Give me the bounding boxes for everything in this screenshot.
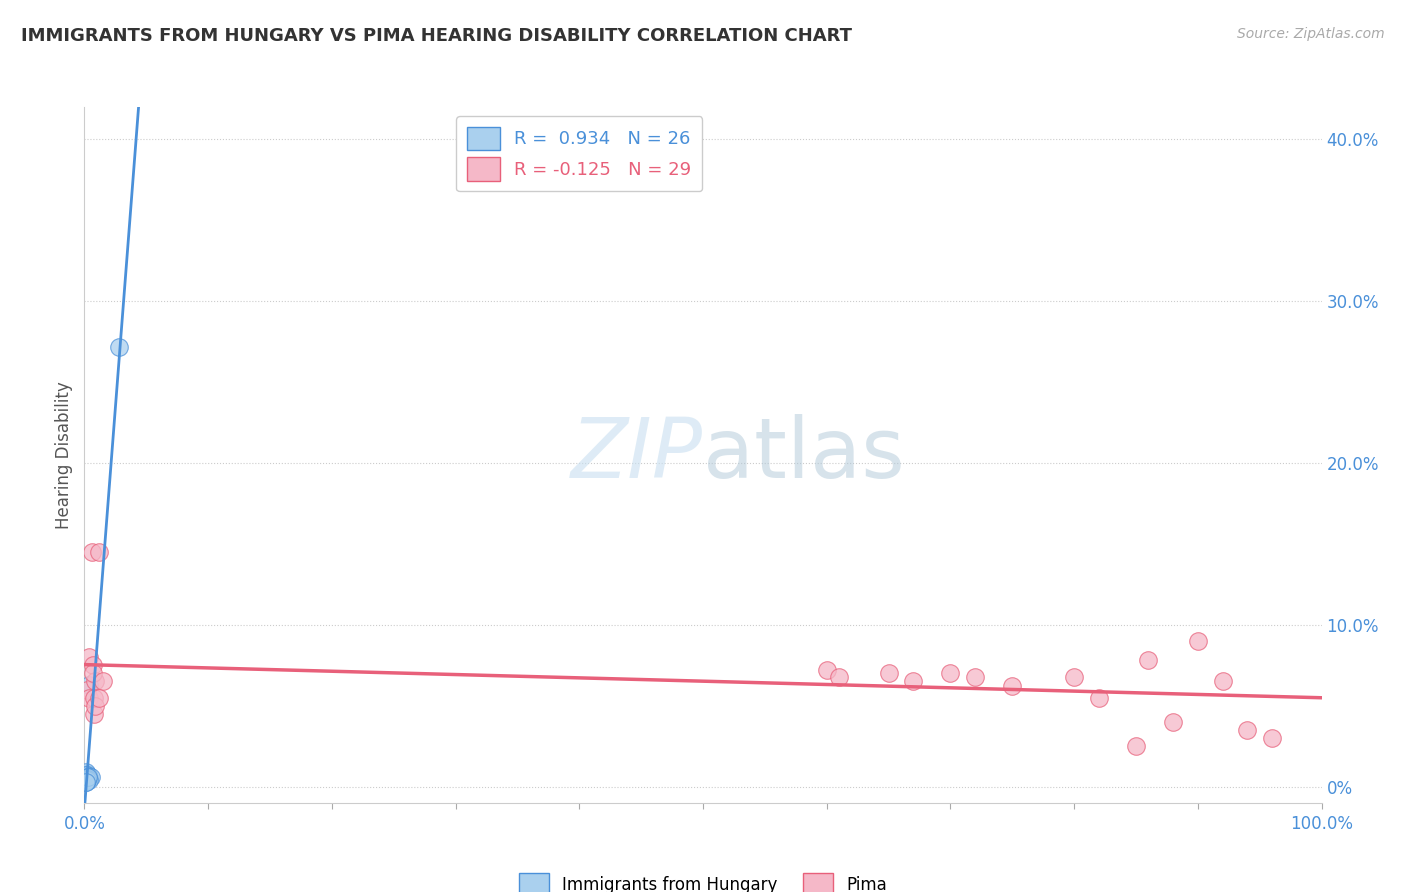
Point <box>76 766 98 780</box>
Point <box>815 663 838 677</box>
Point <box>76 770 98 784</box>
Point <box>76 768 98 782</box>
Point <box>1001 679 1024 693</box>
Point <box>1187 634 1209 648</box>
Point <box>1212 674 1234 689</box>
Point <box>877 666 900 681</box>
Point <box>84 698 107 713</box>
Point <box>1236 723 1258 737</box>
Legend: Immigrants from Hungary, Pima: Immigrants from Hungary, Pima <box>512 867 894 892</box>
Point <box>79 773 101 788</box>
Text: Source: ZipAtlas.com: Source: ZipAtlas.com <box>1237 27 1385 41</box>
Point <box>75 774 97 789</box>
Point <box>83 706 105 721</box>
Point <box>77 770 100 784</box>
Point <box>77 770 100 784</box>
Point <box>79 650 101 665</box>
Point <box>903 674 925 689</box>
Point <box>76 682 98 697</box>
Point <box>965 670 987 684</box>
Point <box>76 770 98 784</box>
Point <box>1063 670 1085 684</box>
Point <box>76 772 98 786</box>
Point <box>1161 714 1184 729</box>
Point <box>82 658 104 673</box>
Point <box>77 772 100 786</box>
Point <box>83 690 105 705</box>
Point <box>75 765 97 780</box>
Point <box>76 770 98 784</box>
Point <box>77 770 100 784</box>
Point <box>77 768 100 782</box>
Point <box>75 768 97 782</box>
Text: IMMIGRANTS FROM HUNGARY VS PIMA HEARING DISABILITY CORRELATION CHART: IMMIGRANTS FROM HUNGARY VS PIMA HEARING … <box>21 27 852 45</box>
Point <box>75 773 97 788</box>
Point <box>75 773 97 788</box>
Point <box>75 774 97 789</box>
Point <box>84 674 107 689</box>
Point <box>1261 731 1284 745</box>
Text: atlas: atlas <box>703 415 904 495</box>
Point <box>75 772 97 786</box>
Point <box>75 768 97 782</box>
Point <box>79 678 101 692</box>
Point <box>80 545 103 559</box>
Point <box>79 770 101 784</box>
Point <box>79 690 101 705</box>
Point <box>76 773 98 788</box>
Point <box>828 670 851 684</box>
Point <box>91 674 114 689</box>
Point <box>939 666 962 681</box>
Point <box>77 772 100 786</box>
Point <box>89 690 111 705</box>
Point <box>1125 739 1147 754</box>
Point <box>1137 653 1160 667</box>
Point <box>79 770 101 784</box>
Point <box>108 339 131 353</box>
Text: ZIP: ZIP <box>571 415 703 495</box>
Point <box>82 666 104 681</box>
Point <box>89 545 111 559</box>
Y-axis label: Hearing Disability: Hearing Disability <box>55 381 73 529</box>
Point <box>1088 690 1111 705</box>
